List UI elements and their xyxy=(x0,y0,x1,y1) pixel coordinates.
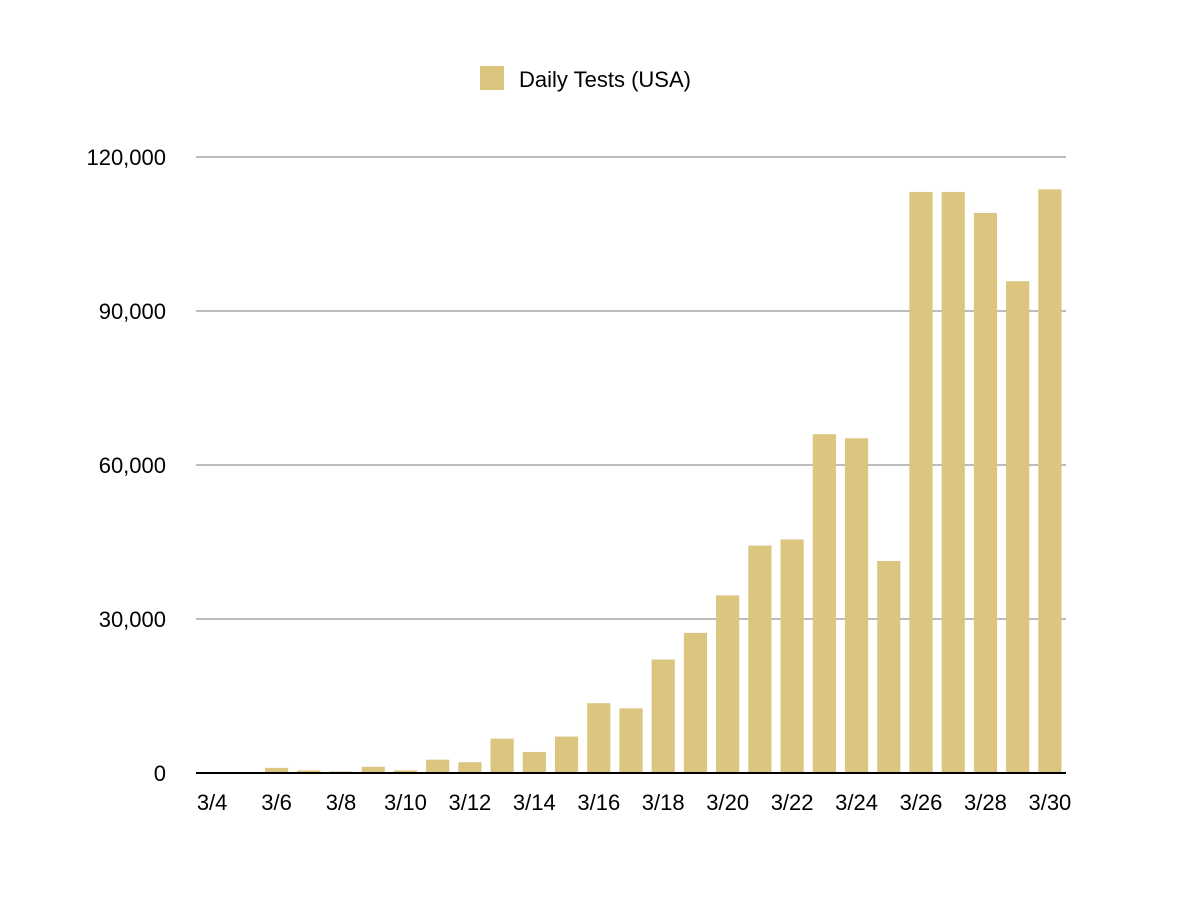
bar-3-25 xyxy=(877,560,901,773)
bar-3-20 xyxy=(716,595,740,773)
bar-3-7 xyxy=(297,770,321,773)
x-tick-label: 3/14 xyxy=(513,790,556,815)
x-tick-label: 3/6 xyxy=(261,790,292,815)
bar-3-11 xyxy=(426,759,450,773)
bar-3-17 xyxy=(619,708,643,773)
x-tick-label: 3/18 xyxy=(642,790,685,815)
x-tick-label: 3/24 xyxy=(835,790,878,815)
x-tick-label: 3/4 xyxy=(197,790,228,815)
bar-3-22 xyxy=(780,539,804,773)
bar-3-18 xyxy=(651,659,675,773)
bar-3-6 xyxy=(264,767,289,773)
x-tick-label: 3/20 xyxy=(706,790,749,815)
x-tick-label: 3/22 xyxy=(771,790,814,815)
x-tick-label: 3/8 xyxy=(326,790,357,815)
y-tick-label: 30,000 xyxy=(99,607,166,632)
x-tick-label: 3/12 xyxy=(448,790,491,815)
y-tick-label: 120,000 xyxy=(86,145,166,170)
x-tick-label: 3/16 xyxy=(577,790,620,815)
bar-3-14 xyxy=(522,751,546,773)
y-tick-label: 0 xyxy=(154,761,166,786)
x-tick-label: 3/10 xyxy=(384,790,427,815)
legend: Daily Tests (USA) xyxy=(480,66,691,92)
y-tick-label: 90,000 xyxy=(99,299,166,324)
legend-label: Daily Tests (USA) xyxy=(519,67,691,92)
bar-3-29 xyxy=(1006,281,1030,773)
bar-3-24 xyxy=(844,438,869,773)
x-tick-label: 3/26 xyxy=(900,790,943,815)
bar-3-21 xyxy=(748,545,772,773)
bar-3-28 xyxy=(973,212,998,773)
bar-3-10 xyxy=(393,770,418,773)
bar-3-12 xyxy=(458,762,482,773)
bar-3-19 xyxy=(683,632,708,773)
bar-3-16 xyxy=(587,703,611,773)
bar-3-27 xyxy=(941,191,965,773)
y-axis-labels: 0 30,000 60,000 90,000 120,000 xyxy=(86,145,166,786)
bar-3-23 xyxy=(812,434,836,773)
legend-swatch xyxy=(480,66,504,90)
x-tick-label: 3/28 xyxy=(964,790,1007,815)
bar-3-30 xyxy=(1038,189,1062,774)
bar-3-13 xyxy=(490,738,514,773)
gridlines xyxy=(196,156,1066,620)
x-axis-labels: 3/4 3/6 3/8 3/10 3/12 3/14 3/16 3/18 3/20 3/22 3/2… xyxy=(197,790,1071,815)
bar-3-26 xyxy=(909,191,933,773)
y-tick-label: 60,000 xyxy=(99,453,166,478)
bar-3-9 xyxy=(361,766,385,773)
x-tick-label: 3/30 xyxy=(1028,790,1071,815)
bar-3-15 xyxy=(554,736,579,773)
bars xyxy=(200,189,1062,774)
